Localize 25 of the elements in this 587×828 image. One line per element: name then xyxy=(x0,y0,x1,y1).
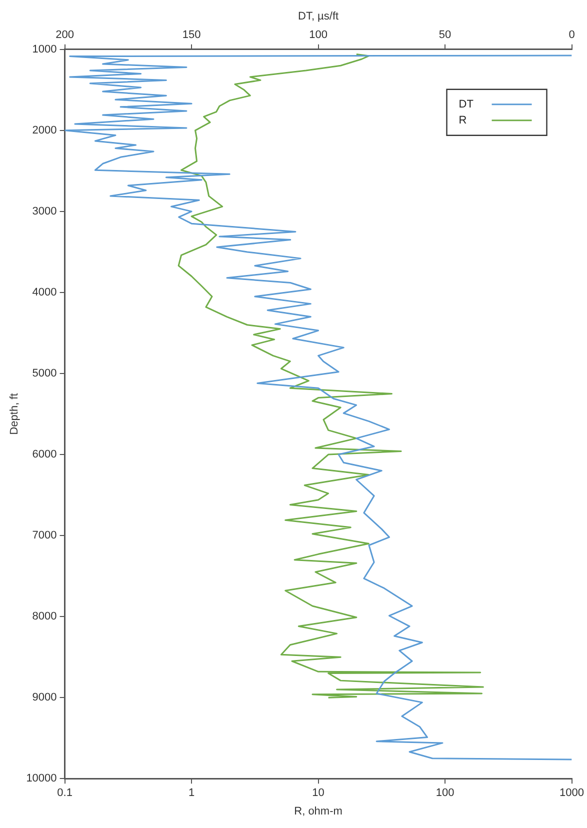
y-tick-label: 10000 xyxy=(26,772,57,785)
x2-tick-label: 0 xyxy=(568,28,575,41)
legend-label: DT xyxy=(458,98,474,110)
y-tick-label: 9000 xyxy=(32,692,57,704)
legend-label: R xyxy=(458,114,467,126)
y-tick-label: 2000 xyxy=(32,124,57,136)
x2-axis-title: DT, µs/ft xyxy=(298,10,339,23)
x-tick-label: 0.1 xyxy=(57,787,72,800)
y-tick-label: 4000 xyxy=(32,286,57,298)
x-tick-label: 10 xyxy=(312,787,324,800)
x2-tick-label: 200 xyxy=(56,28,74,41)
y-tick-label: 7000 xyxy=(32,530,57,542)
y-tick-label: 8000 xyxy=(32,610,57,623)
x2-tick-label: 50 xyxy=(438,28,452,41)
y-tick-label: 1000 xyxy=(32,43,57,56)
y-tick-label: 3000 xyxy=(32,205,57,218)
y-tick-label: 6000 xyxy=(32,448,57,461)
x2-tick-label: 150 xyxy=(182,28,201,41)
x2-tick-label: 100 xyxy=(309,28,328,41)
x-axis-title: R, ohm-m xyxy=(294,805,342,818)
x-tick-label: 1000 xyxy=(560,787,584,800)
x-tick-label: 100 xyxy=(436,787,454,800)
y-tick-label: 5000 xyxy=(32,368,57,380)
y-axis-title: Depth, ft xyxy=(8,393,21,435)
x-tick-label: 1 xyxy=(188,787,195,800)
